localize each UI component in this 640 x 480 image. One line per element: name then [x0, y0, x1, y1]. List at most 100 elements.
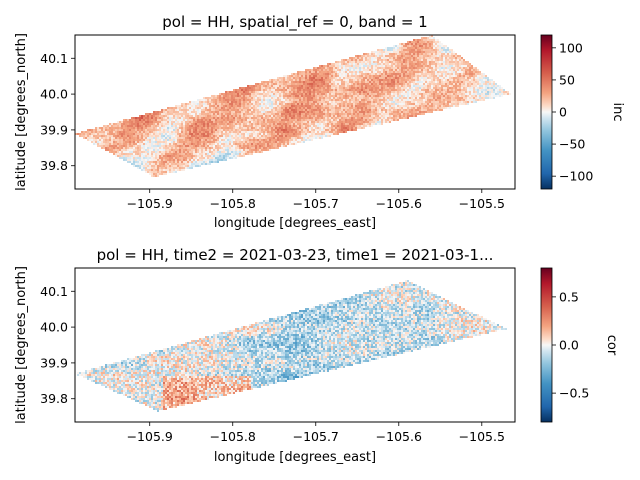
raster-cell [327, 101, 329, 103]
raster-cell [365, 55, 367, 57]
raster-cell [219, 125, 221, 127]
raster-cell [363, 127, 365, 129]
raster-cell [337, 129, 339, 131]
raster-cell [339, 105, 341, 107]
raster-cell [323, 97, 325, 99]
raster-cell [373, 53, 375, 55]
raster-cell [221, 103, 223, 105]
raster-cell [215, 131, 217, 133]
raster-cell [211, 127, 213, 129]
raster-cell [253, 85, 255, 87]
raster-cell [177, 117, 179, 119]
raster-cell [265, 107, 267, 109]
raster-cell [355, 99, 357, 101]
raster-cell [453, 51, 455, 53]
raster-cell [299, 129, 301, 131]
raster-cell [427, 59, 429, 61]
raster-cell [143, 123, 145, 125]
raster-cell [213, 133, 215, 135]
raster-cell [275, 95, 277, 97]
raster-cell [351, 87, 353, 89]
raster-cell [123, 119, 125, 121]
raster-cell [405, 111, 407, 113]
raster-cell [371, 109, 373, 111]
raster-cell [447, 51, 449, 53]
raster-cell [261, 93, 263, 95]
raster-cell [493, 93, 495, 95]
raster-cell [167, 117, 169, 119]
raster-cell [399, 105, 401, 107]
raster-cell [185, 125, 187, 127]
raster-cell [351, 75, 353, 77]
raster-cell [283, 121, 285, 123]
raster-cell [237, 91, 239, 93]
raster-cell [383, 97, 385, 99]
raster-cell [441, 91, 443, 93]
raster-cell [355, 67, 357, 69]
raster-cell [279, 117, 281, 119]
raster-cell [267, 121, 269, 123]
raster-cell [337, 85, 339, 87]
raster-cell [107, 133, 109, 135]
raster-cell [225, 127, 227, 129]
raster-cell [509, 93, 511, 95]
raster-cell [385, 61, 387, 63]
raster-cell [349, 67, 351, 69]
raster-cell [249, 111, 251, 113]
raster-cell [295, 93, 297, 95]
raster-cell [191, 111, 193, 113]
raster-cell [393, 93, 395, 95]
raster-cell [259, 99, 261, 101]
raster-cell [223, 129, 225, 131]
raster-cell [361, 111, 363, 113]
raster-cell [279, 81, 281, 83]
raster-cell [113, 127, 115, 129]
raster-cell [407, 67, 409, 69]
raster-cell [431, 111, 433, 113]
raster-cell [267, 101, 269, 103]
raster-cell [265, 133, 267, 135]
raster-cell [293, 91, 295, 93]
raster-cell [321, 107, 323, 109]
raster-cell [409, 81, 411, 83]
raster-cell [277, 119, 279, 121]
raster-cell [267, 81, 269, 83]
raster-cell [295, 83, 297, 85]
raster-cell [231, 123, 233, 125]
raster-cell [487, 93, 489, 95]
raster-cell [341, 125, 343, 127]
raster-cell [357, 73, 359, 75]
raster-cell [481, 75, 483, 77]
raster-cell [451, 55, 453, 57]
raster-cell [161, 133, 163, 135]
raster-cell [83, 131, 85, 133]
raster-cell [123, 129, 125, 131]
raster-cell [251, 113, 253, 115]
raster-cell [97, 127, 99, 129]
raster-cell [251, 123, 253, 125]
raster-cell [451, 89, 453, 91]
raster-cell [323, 81, 325, 83]
raster-cell [327, 77, 329, 79]
raster-cell [341, 99, 343, 101]
raster-cell [395, 59, 397, 61]
raster-cell [425, 85, 427, 87]
raster-cell [447, 99, 449, 101]
raster-cell [333, 129, 335, 131]
raster-cell [163, 127, 165, 129]
raster-cell [397, 47, 399, 49]
raster-cell [395, 85, 397, 87]
raster-cell [199, 129, 201, 131]
raster-cell [403, 109, 405, 111]
raster-cell [175, 125, 177, 127]
raster-cell [371, 75, 373, 77]
raster-cell [437, 97, 439, 99]
raster-cell [287, 75, 289, 77]
raster-cell [157, 123, 159, 125]
raster-cell [309, 77, 311, 79]
raster-cell [247, 89, 249, 91]
raster-cell [495, 91, 497, 93]
raster-cell [461, 67, 463, 69]
raster-cell [479, 91, 481, 93]
raster-cell [181, 125, 183, 127]
